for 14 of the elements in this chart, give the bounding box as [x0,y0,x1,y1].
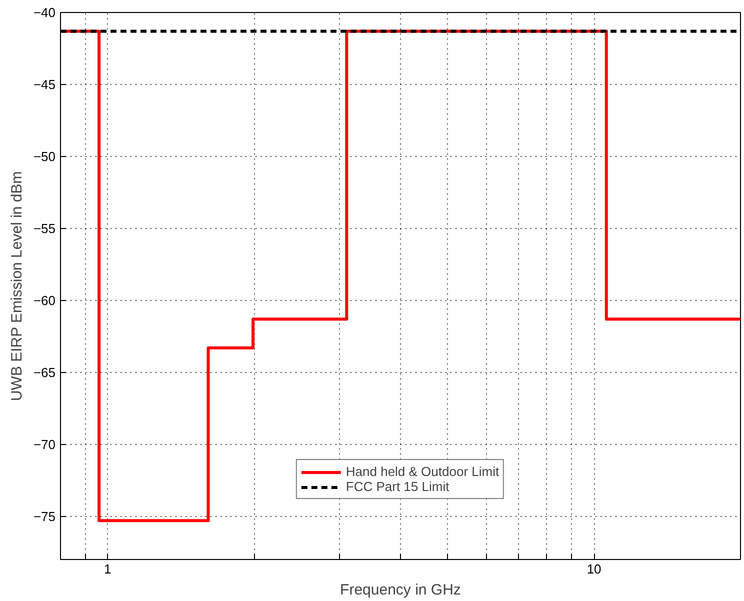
y-tick-label: −70 [33,436,56,452]
legend-label: Hand held & Outdoor Limit [346,464,500,479]
y-tick-label: −75 [33,508,56,524]
y-axis-title: UWB EIRP Emission Level in dBm [8,171,26,402]
y-tick-label: −50 [33,148,56,164]
y-tick-label: −60 [33,292,56,308]
x-axis-title: Frequency in GHz [340,582,461,598]
x-tick-label: 1 [104,562,112,576]
x-tick-label: 10 [586,562,602,576]
y-tick-label: −65 [33,364,56,380]
y-tick-label: −40 [33,5,56,20]
y-tick-label: −45 [33,76,56,92]
legend-label: FCC Part 15 Limit [346,479,450,494]
y-tick-label: −55 [33,220,56,236]
